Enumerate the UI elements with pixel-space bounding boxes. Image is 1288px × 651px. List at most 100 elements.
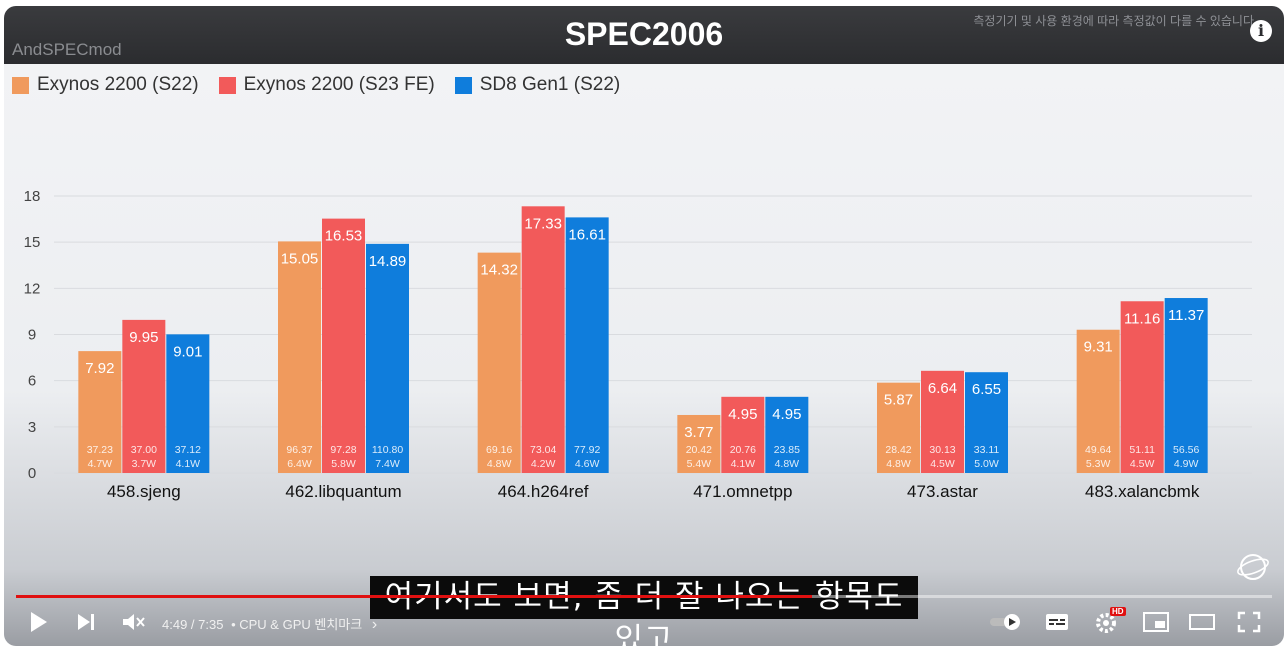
bar-value-label: 9.95 <box>129 329 158 346</box>
miniplayer-icon[interactable] <box>1142 610 1170 634</box>
y-tick-label: 3 <box>28 419 36 436</box>
x-category-label: 464.h264ref <box>498 482 589 501</box>
y-tick-label: 12 <box>24 280 41 297</box>
globe-logo-icon <box>1237 554 1269 580</box>
y-tick-label: 6 <box>28 373 36 390</box>
bar-score-label: 97.28 <box>330 444 356 456</box>
legend-label: SD8 Gen1 (S22) <box>479 74 621 95</box>
bar-power-label: 4.1W <box>176 458 201 470</box>
bar <box>565 217 609 473</box>
chart-legend: Exynos 2200 (S22) Exynos 2200 (S23 FE) S… <box>12 74 620 96</box>
title-bar: AndSPECmod SPEC2006 측정기기 및 사용 환경에 따라 측정값… <box>4 6 1284 64</box>
bar <box>877 382 920 473</box>
bar-score-label: 73.04 <box>530 444 556 456</box>
legend-label: Exynos 2200 (S23 FE) <box>243 74 435 95</box>
info-icon[interactable]: i <box>1250 20 1272 42</box>
bar-power-label: 4.1W <box>731 458 756 470</box>
bar-power-label: 4.5W <box>930 458 955 470</box>
legend-swatch <box>454 76 472 94</box>
bar-value-label: 9.01 <box>173 343 202 360</box>
bar-power-label: 6.4W <box>287 458 312 470</box>
bar-value-label: 6.64 <box>928 380 957 397</box>
bar-power-label: 5.4W <box>687 458 712 470</box>
bar-score-label: 20.76 <box>730 444 756 456</box>
bar-value-label: 16.61 <box>568 226 606 243</box>
bar-power-label: 3.7W <box>132 458 157 470</box>
bar-value-label: 11.16 <box>1124 310 1160 327</box>
bar-value-label: 3.77 <box>684 424 713 441</box>
bar <box>122 319 166 473</box>
subtitles-icon[interactable] <box>1044 610 1070 634</box>
legend-item: Exynos 2200 (S22) <box>12 74 199 96</box>
bar-score-label: 69.16 <box>486 444 512 456</box>
bar-power-label: 4.8W <box>886 458 911 470</box>
legend-swatch <box>12 76 29 94</box>
bar-chart: 0 3 6 9 12 15 18 7.92 37.23 4.7W 9.95 37.00 3.7W 9.01… <box>24 188 1252 501</box>
bar-score-label: 49.64 <box>1085 444 1111 456</box>
bar <box>765 396 809 473</box>
bar-score-label: 110.80 <box>372 444 403 456</box>
bar-power-label: 5.8W <box>331 458 356 470</box>
bar-score-label: 28.42 <box>885 444 911 456</box>
fullscreen-icon[interactable] <box>1236 610 1262 634</box>
bar <box>1076 329 1120 473</box>
video-player[interactable]: AndSPECmod SPEC2006 측정기기 및 사용 환경에 따라 측정값… <box>4 6 1284 646</box>
bar-value-label: 15.05 <box>281 250 319 267</box>
bar-value-label: 6.55 <box>972 381 1001 398</box>
bar-score-label: 37.00 <box>131 444 157 456</box>
bar <box>322 218 365 473</box>
settings-icon[interactable] <box>1094 610 1120 634</box>
next-icon[interactable] <box>76 610 98 634</box>
x-category-label: 471.omnetpp <box>693 482 792 501</box>
bar-value-label: 16.53 <box>325 228 363 245</box>
bar <box>278 241 321 473</box>
bar-power-label: 4.8W <box>775 458 800 470</box>
y-tick-label: 9 <box>28 327 36 344</box>
chapter-title[interactable]: • CPU & GPU 벤치마크 <box>231 617 363 632</box>
bar-power-label: 5.3W <box>1086 458 1111 470</box>
bar <box>1120 301 1164 473</box>
bar <box>921 370 964 473</box>
bar-power-label: 4.6W <box>575 458 600 470</box>
y-tick-label: 15 <box>24 234 41 251</box>
disclaimer-text: 측정기기 및 사용 환경에 따라 측정값이 다를 수 있습니다 <box>973 14 1254 28</box>
bar-value-label: 11.37 <box>1168 307 1204 324</box>
bar-value-label: 5.87 <box>884 392 913 409</box>
mute-icon[interactable] <box>120 610 146 634</box>
y-tick-label: 0 <box>28 465 36 482</box>
bar-power-label: 5.0W <box>974 458 999 470</box>
bar <box>721 396 765 473</box>
legend-swatch <box>218 76 236 94</box>
chevron-right-icon[interactable]: › <box>371 616 378 633</box>
play-icon[interactable] <box>28 610 50 634</box>
autoplay-toggle-icon[interactable] <box>988 610 1024 634</box>
bar <box>166 334 210 473</box>
bar-score-label: 37.12 <box>175 444 201 456</box>
hd-badge: HD <box>1110 607 1126 616</box>
bar-score-label: 33.11 <box>974 444 1000 456</box>
x-category-label: 462.libquantum <box>285 482 401 501</box>
bar-value-label: 4.95 <box>772 406 801 423</box>
bar-value-label: 14.32 <box>480 262 518 279</box>
time-text: 4:49 / 7:35 <box>162 617 224 632</box>
bar-score-label: 37.23 <box>87 444 113 456</box>
x-category-label: 483.xalancbmk <box>1085 482 1200 501</box>
bar-score-label: 77.92 <box>574 444 600 456</box>
bar <box>1164 298 1208 473</box>
theater-icon[interactable] <box>1188 610 1216 634</box>
bar-value-label: 14.89 <box>369 253 407 270</box>
bar-score-label: 23.85 <box>774 444 800 456</box>
bar-score-label: 56.56 <box>1173 444 1199 456</box>
bar-score-label: 51.11 <box>1129 444 1155 456</box>
progress-played <box>16 595 813 598</box>
x-category-label: 473.astar <box>907 482 978 501</box>
bar-value-label: 7.92 <box>85 360 114 377</box>
bar-power-label: 4.5W <box>1130 458 1155 470</box>
bar-value-label: 17.33 <box>524 215 562 232</box>
bar-score-label: 20.42 <box>686 444 712 456</box>
progress-bar[interactable] <box>16 595 1272 598</box>
y-tick-label: 18 <box>24 188 41 205</box>
watermark: AndSPECmod <box>12 40 122 59</box>
bar-score-label: 96.37 <box>286 444 312 456</box>
bar-value-label: 9.31 <box>1084 339 1113 356</box>
